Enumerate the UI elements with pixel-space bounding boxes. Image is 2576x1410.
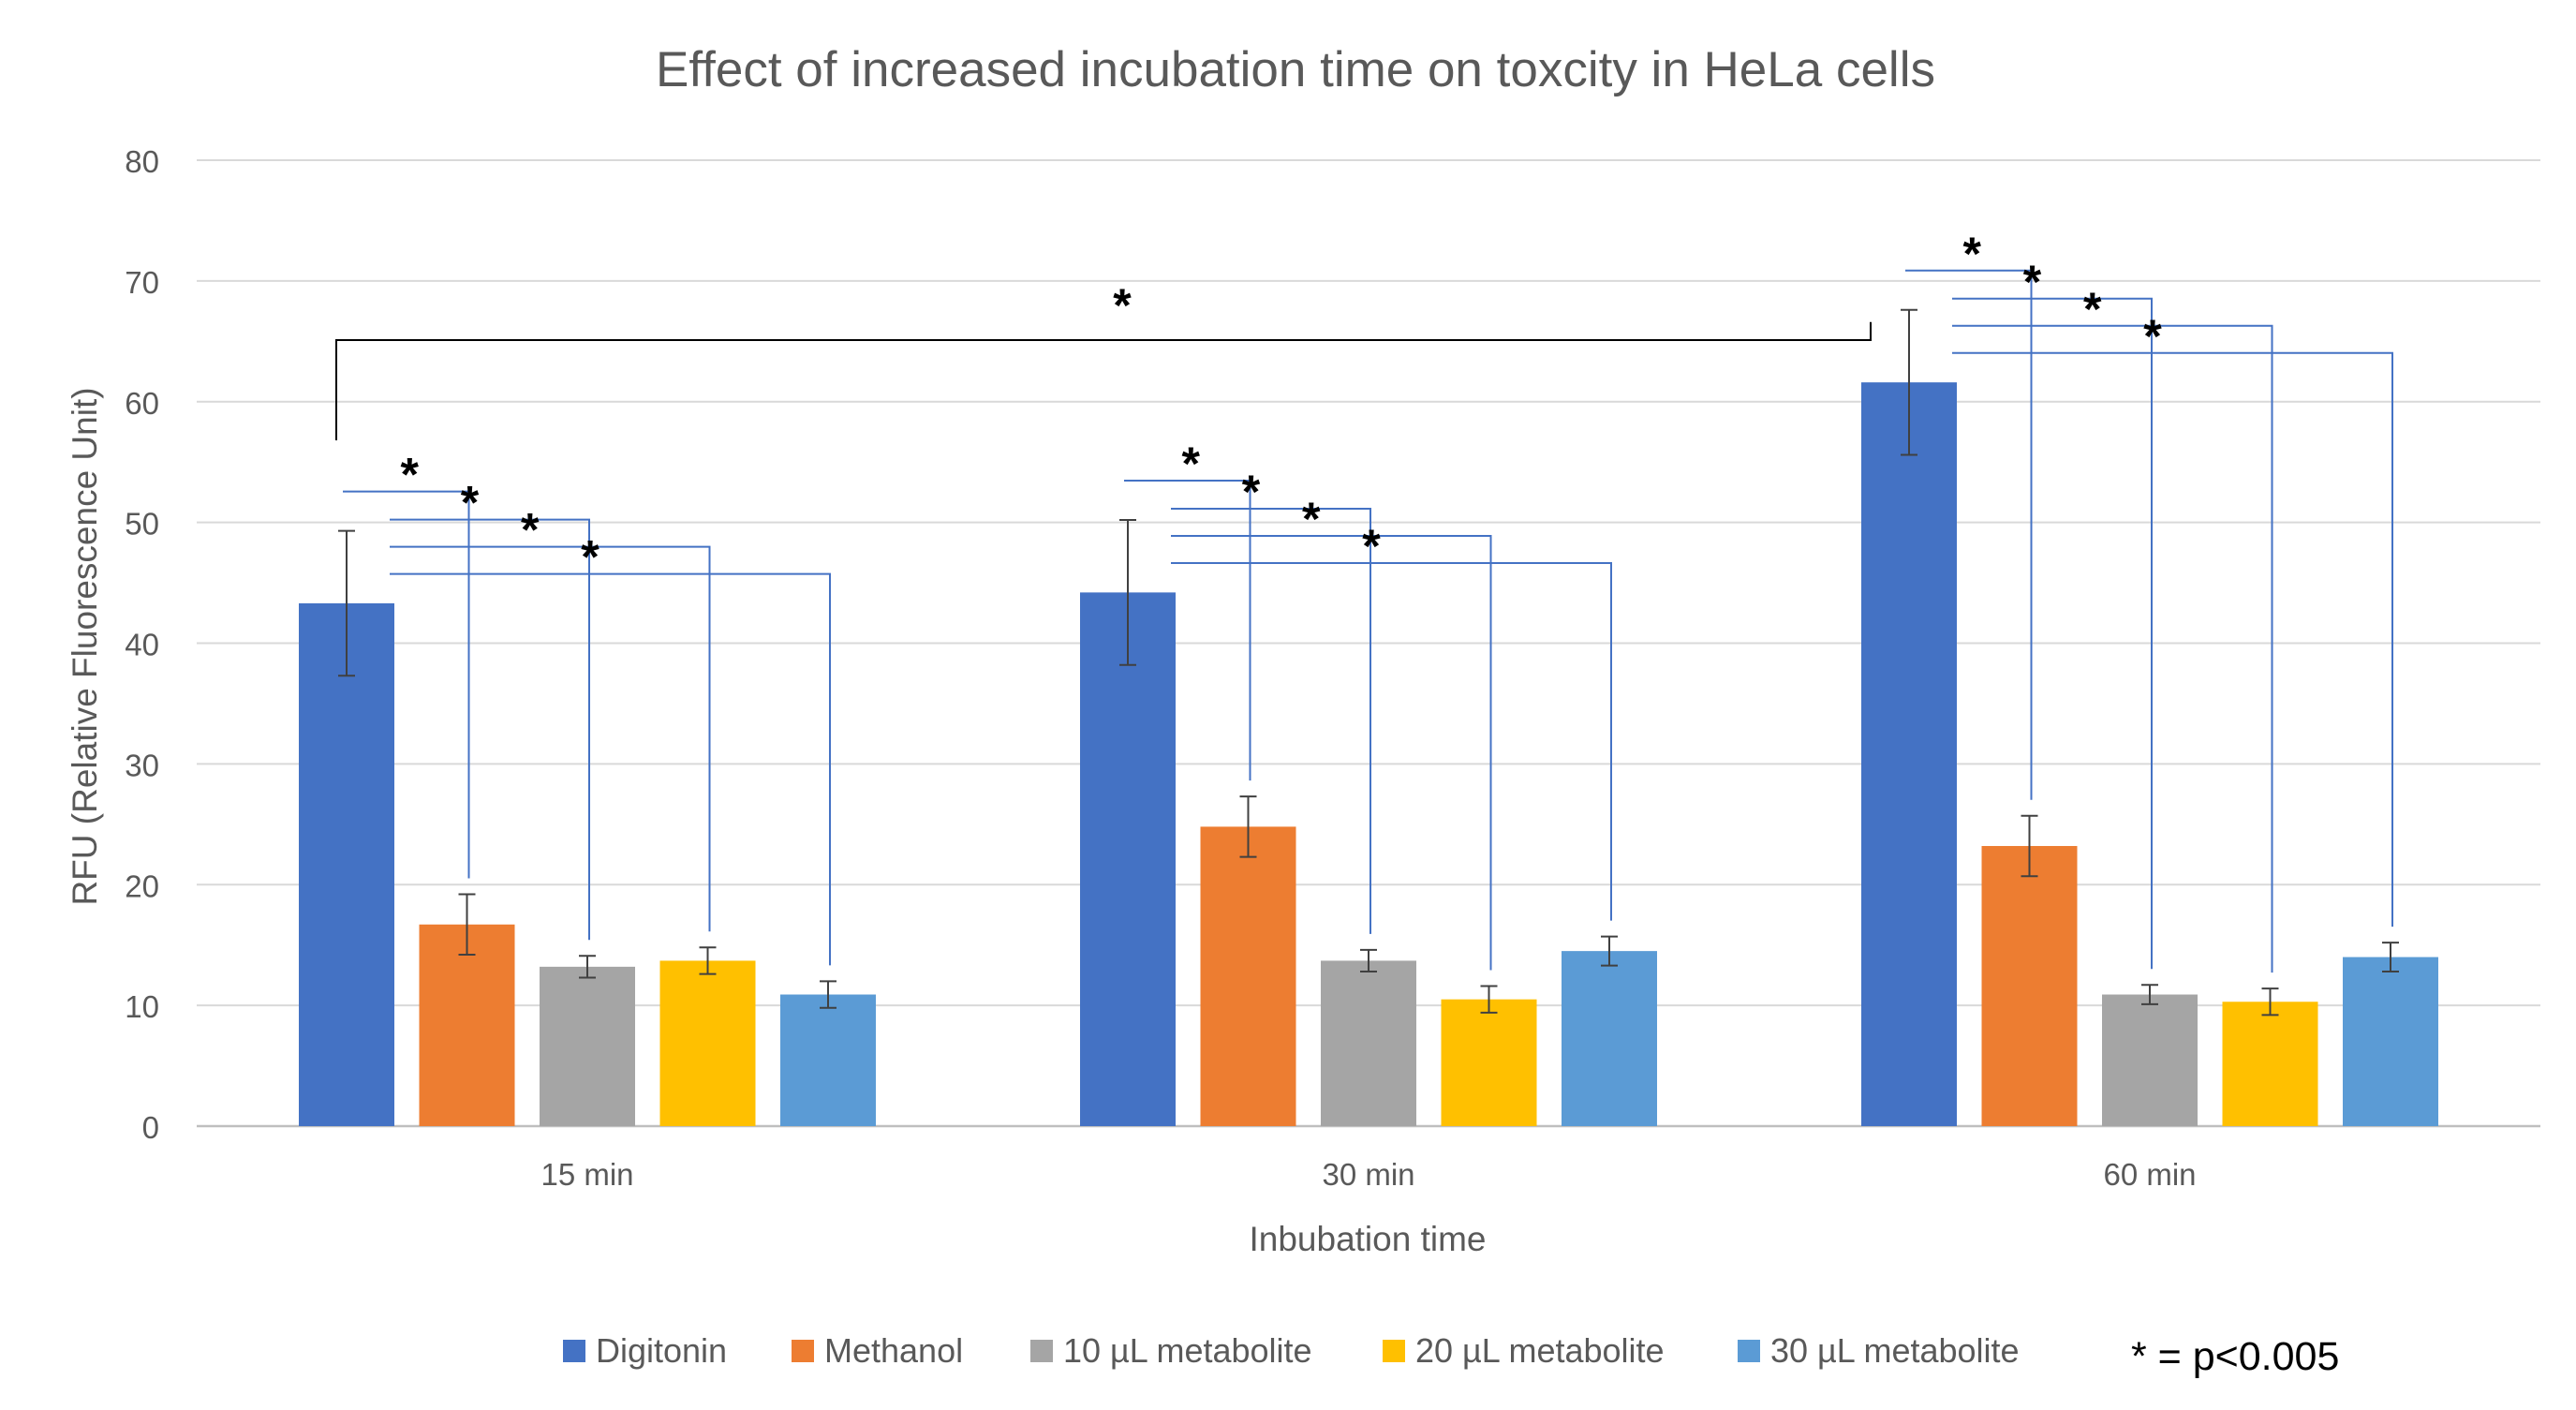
significance-bracket bbox=[1952, 351, 2393, 928]
bar bbox=[780, 994, 876, 1126]
legend-label: 30 µL metabolite bbox=[1770, 1331, 2020, 1370]
legend-swatch bbox=[1738, 1340, 1760, 1362]
significance-star: * bbox=[1302, 493, 1321, 545]
bar bbox=[659, 960, 756, 1126]
x-tick-label: 30 min bbox=[1322, 1157, 1414, 1192]
y-tick-label: 0 bbox=[142, 1110, 159, 1145]
cross-significance-bracket bbox=[335, 321, 1872, 440]
legend: Digitonin Methanol 10 µL metabolite 20 µL m… bbox=[563, 1331, 2020, 1370]
bar bbox=[2343, 957, 2438, 1126]
significance-star: * bbox=[1362, 520, 1381, 572]
y-axis-ticks: 0 10 20 30 40 50 60 70 80 bbox=[125, 144, 159, 1145]
significance-star: * bbox=[401, 449, 420, 501]
y-tick-label: 30 bbox=[125, 748, 159, 782]
bar bbox=[1562, 951, 1657, 1126]
y-tick-label: 50 bbox=[125, 507, 159, 542]
bar bbox=[1441, 999, 1537, 1126]
significance-brackets: * * * * * * * * * * * * * bbox=[335, 228, 2393, 973]
bar bbox=[1321, 960, 1416, 1126]
significance-bracket bbox=[1171, 508, 1371, 934]
significance-note: * = p<0.005 bbox=[2131, 1334, 2339, 1379]
bar bbox=[299, 602, 394, 1126]
x-tick-label: 60 min bbox=[2103, 1157, 2196, 1192]
legend-swatch bbox=[1030, 1340, 1053, 1362]
y-tick-label: 40 bbox=[125, 628, 159, 662]
y-tick-label: 10 bbox=[125, 989, 159, 1024]
significance-star: * bbox=[581, 531, 600, 584]
bar bbox=[2102, 994, 2198, 1126]
x-axis-ticks: 15 min 30 min 60 min bbox=[540, 1157, 2196, 1192]
y-tick-label: 80 bbox=[125, 144, 159, 179]
bar bbox=[1861, 382, 1957, 1126]
significance-bracket bbox=[390, 545, 711, 932]
legend-label: Digitonin bbox=[596, 1331, 727, 1370]
y-tick-label: 20 bbox=[125, 868, 159, 903]
legend-label: 20 µL metabolite bbox=[1415, 1331, 1665, 1370]
x-tick-label: 15 min bbox=[540, 1157, 633, 1192]
significance-bracket bbox=[1171, 562, 1612, 921]
legend-swatch bbox=[792, 1340, 814, 1362]
bars bbox=[299, 382, 2438, 1126]
bar bbox=[1981, 846, 2078, 1126]
bar bbox=[1080, 592, 1176, 1126]
significance-star: * bbox=[1182, 438, 1201, 490]
significance-bracket bbox=[1124, 480, 1251, 781]
significance-star: * bbox=[1963, 228, 1982, 280]
significance-bracket bbox=[1952, 297, 2153, 970]
significance-bracket bbox=[1952, 324, 2273, 973]
y-axis-label: RFU (Relative Fluorescence Unit) bbox=[66, 387, 104, 905]
bar bbox=[2222, 1002, 2318, 1126]
x-axis-label: Inbubation time bbox=[1249, 1220, 1486, 1258]
legend-label: Methanol bbox=[824, 1331, 963, 1370]
y-tick-label: 70 bbox=[125, 265, 159, 300]
significance-bracket bbox=[1171, 535, 1492, 971]
bar bbox=[540, 966, 635, 1126]
legend-swatch bbox=[563, 1340, 585, 1362]
significance-bracket bbox=[1905, 269, 2033, 800]
legend-label: 10 µL metabolite bbox=[1063, 1331, 1312, 1370]
significance-bracket bbox=[390, 572, 831, 966]
significance-star: * bbox=[1242, 466, 1261, 518]
significance-star: * bbox=[521, 504, 540, 557]
y-tick-label: 60 bbox=[125, 386, 159, 421]
bar bbox=[419, 924, 515, 1126]
bar bbox=[1200, 826, 1296, 1126]
error-bars bbox=[338, 308, 2399, 1017]
significance-star: * bbox=[2083, 283, 2102, 335]
significance-star: * bbox=[461, 477, 480, 529]
significance-star: * bbox=[2023, 256, 2042, 308]
significance-bracket bbox=[390, 518, 590, 941]
significance-bracket bbox=[343, 490, 470, 879]
significance-star: * bbox=[2143, 310, 2162, 363]
chart-title: Effect of increased incubation time on t… bbox=[656, 42, 1935, 97]
legend-swatch bbox=[1383, 1340, 1405, 1362]
significance-star: * bbox=[1113, 279, 1132, 332]
